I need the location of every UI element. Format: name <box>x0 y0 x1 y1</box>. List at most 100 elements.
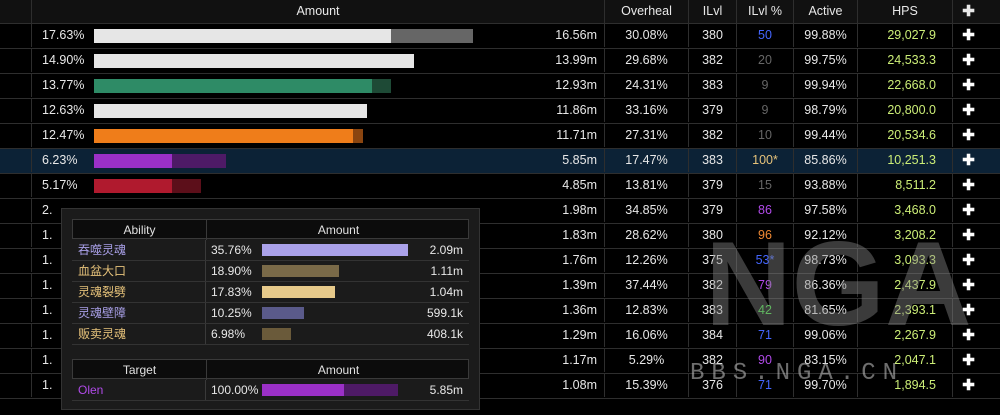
table-row[interactable]: 17.63% 16.56m 30.08% 380 50 99.88% 29,02… <box>0 24 1000 49</box>
hps-cell: 29,027.9 <box>857 24 952 47</box>
header-hps[interactable]: HPS <box>857 0 952 23</box>
healing-bar-fill <box>94 179 172 193</box>
overheal-cell: 33.16% <box>604 99 688 122</box>
amount-value: 1.36m <box>562 299 597 322</box>
column-divider <box>205 240 206 260</box>
expand-row-icon[interactable]: ✚ <box>952 374 984 397</box>
overheal-cell: 15.39% <box>604 374 688 397</box>
amount-percent: 1. <box>42 374 52 397</box>
active-cell: 93.88% <box>793 174 857 197</box>
ability-name: 贩卖灵魂 <box>78 324 198 344</box>
ability-percent: 6.98% <box>211 324 245 344</box>
overheal-cell: 27.31% <box>604 124 688 147</box>
overheal-cell: 28.62% <box>604 224 688 247</box>
amount-percent: 2. <box>42 199 52 222</box>
overheal-cell: 37.44% <box>604 274 688 297</box>
ilvl-percent-cell: 50 <box>736 24 793 47</box>
ability-header: Ability <box>73 220 206 240</box>
ability-bar <box>262 307 304 319</box>
amount-value: 11.71m <box>556 124 597 147</box>
amount-cell: 17.63% 16.56m <box>31 24 604 47</box>
column-divider <box>205 380 206 400</box>
expand-row-icon[interactable]: ✚ <box>952 74 984 97</box>
header-ilvl-pct[interactable]: ILvl % <box>736 0 793 23</box>
ability-name: 血盆大口 <box>78 261 198 281</box>
ilvl-cell: 379 <box>688 99 736 122</box>
ability-percent: 35.76% <box>211 240 252 260</box>
active-cell: 99.75% <box>793 49 857 72</box>
table-row[interactable]: 12.47% 11.71m 27.31% 382 10 99.44% 20,53… <box>0 124 1000 149</box>
healing-bar-fill <box>94 54 414 68</box>
nga-logo-watermark: NGA <box>695 215 985 355</box>
amount-value: 1.76m <box>562 249 597 272</box>
ability-amount: 599.1k <box>427 303 463 323</box>
ability-bar <box>262 265 339 277</box>
healing-bar-fill <box>94 104 367 118</box>
amount-value: 5.85m <box>562 149 597 172</box>
amount-percent: 1. <box>42 249 52 272</box>
ability-name: 灵魂壁障 <box>78 303 198 323</box>
target-name: Olen <box>78 380 198 400</box>
ilvl-percent-cell: 10 <box>736 124 793 147</box>
ability-table-header: Ability Amount <box>72 219 469 239</box>
amount-value: 1.29m <box>562 324 597 347</box>
amount-percent: 1. <box>42 274 52 297</box>
ability-row: 灵魂壁障 10.25% 599.1k <box>72 303 469 324</box>
amount-value: 1.17m <box>562 349 597 372</box>
header-amount[interactable]: Amount <box>31 0 604 23</box>
amount-value: 1.08m <box>562 374 597 397</box>
expand-row-icon[interactable]: ✚ <box>952 174 984 197</box>
expand-row-icon[interactable]: ✚ <box>952 24 984 47</box>
amount-value: 4.85m <box>562 174 597 197</box>
amount-value: 16.56m <box>555 24 597 47</box>
ilvl-cell: 382 <box>688 124 736 147</box>
table-row[interactable]: 13.77% 12.93m 24.31% 383 9 99.94% 22,668… <box>0 74 1000 99</box>
amount-percent: 1. <box>42 324 52 347</box>
ilvl-cell: 382 <box>688 49 736 72</box>
healing-bar-fill <box>94 129 353 143</box>
active-cell: 99.44% <box>793 124 857 147</box>
ability-bar <box>262 244 408 256</box>
ability-bar <box>262 328 291 340</box>
ilvl-percent-cell: 9 <box>736 99 793 122</box>
ability-name: 吞噬灵魂 <box>78 240 198 260</box>
ilvl-percent-cell: 100* <box>736 149 793 172</box>
hps-cell: 20,534.6 <box>857 124 952 147</box>
active-cell: 98.79% <box>793 99 857 122</box>
table-row[interactable]: 6.23% 5.85m 17.47% 383 100* 85.86% 10,25… <box>0 149 1000 174</box>
table-header-row: Amount Overheal ILvl ILvl % Active HPS ✚ <box>0 0 1000 24</box>
healing-bar-fill <box>94 154 172 168</box>
table-row[interactable]: 5.17% 4.85m 13.81% 379 15 93.88% 8,511.2… <box>0 174 1000 199</box>
amount-cell: 12.63% 11.86m <box>31 99 604 122</box>
amount-cell: 5.17% 4.85m <box>31 174 604 197</box>
ability-bar <box>262 286 335 298</box>
column-divider <box>205 261 206 281</box>
overheal-cell: 12.83% <box>604 299 688 322</box>
amount-percent: 6.23% <box>42 149 77 172</box>
header-overheal[interactable]: Overheal <box>604 0 688 23</box>
header-ilvl[interactable]: ILvl <box>688 0 736 23</box>
ability-row: 灵魂裂劈 17.83% 1.04m <box>72 282 469 303</box>
header-active[interactable]: Active <box>793 0 857 23</box>
amount-value: 11.86m <box>556 99 597 122</box>
healing-bar-fill <box>94 29 391 43</box>
amount-percent: 1. <box>42 349 52 372</box>
amount-percent: 12.63% <box>42 99 84 122</box>
target-row: Olen 100.00% 5.85m <box>72 380 469 401</box>
amount-cell: 14.90% 13.99m <box>31 49 604 72</box>
ilvl-percent-cell: 20 <box>736 49 793 72</box>
healing-bar-fill <box>94 79 372 93</box>
add-column-icon[interactable]: ✚ <box>952 0 984 23</box>
expand-row-icon[interactable]: ✚ <box>952 49 984 72</box>
table-row[interactable]: 14.90% 13.99m 29.68% 382 20 99.75% 24,53… <box>0 49 1000 74</box>
expand-row-icon[interactable]: ✚ <box>952 149 984 172</box>
ilvl-cell: 383 <box>688 74 736 97</box>
expand-row-icon[interactable]: ✚ <box>952 124 984 147</box>
amount-percent: 1. <box>42 224 52 247</box>
amount-value: 1.39m <box>562 274 597 297</box>
hps-cell: 22,668.0 <box>857 74 952 97</box>
table-row[interactable]: 12.63% 11.86m 33.16% 379 9 98.79% 20,800… <box>0 99 1000 124</box>
expand-row-icon[interactable]: ✚ <box>952 99 984 122</box>
amount-value: 1.83m <box>562 224 597 247</box>
overheal-cell: 17.47% <box>604 149 688 172</box>
